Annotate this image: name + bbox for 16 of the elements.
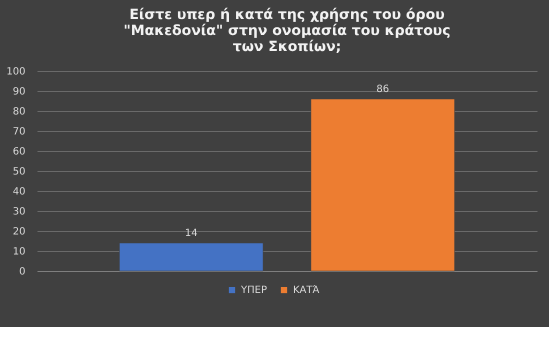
y-tick-label: 10: [12, 246, 26, 258]
y-tick-label: 90: [12, 86, 26, 98]
legend-label: ΚΑΤΆ: [293, 285, 320, 296]
data-label: 14: [184, 228, 198, 239]
y-tick-label: 30: [12, 206, 26, 218]
y-tick-label: 60: [12, 146, 26, 158]
y-tick-label: 50: [12, 166, 26, 178]
y-tick-label: 40: [12, 186, 26, 198]
y-tick-label: 70: [12, 126, 26, 138]
y-tick-label: 20: [12, 226, 26, 238]
chart-title: Είστε υπερ ή κατά της χρήσης του όρου "Μακεδονία" στην ονομασία του κράτους των Σκοπίων;: [123, 7, 451, 55]
y-tick-label: 0: [19, 266, 26, 278]
y-tick-label: 100: [6, 66, 26, 78]
data-label: 86: [376, 84, 390, 95]
y-tick-label: 80: [12, 106, 26, 118]
legend-label: ΥΠΕΡ: [240, 285, 267, 296]
